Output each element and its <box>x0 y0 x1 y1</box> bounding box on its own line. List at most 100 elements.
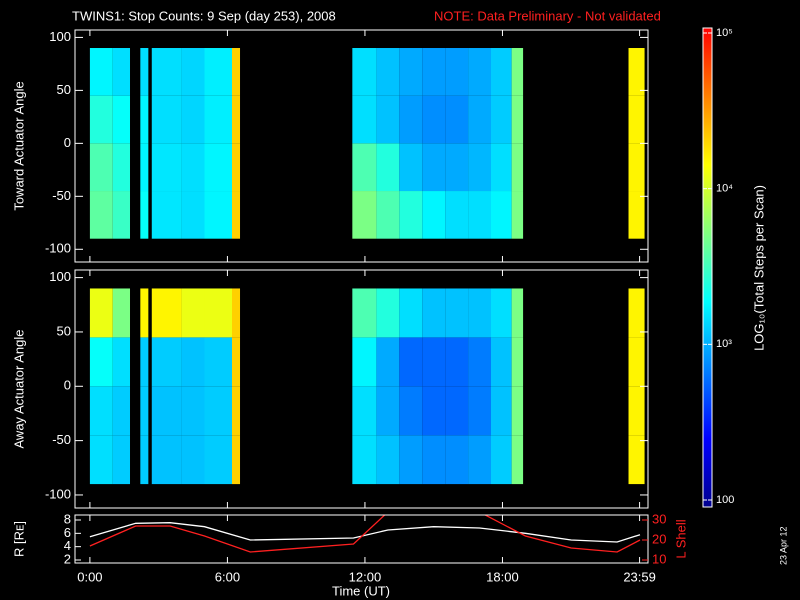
heatmap-cell <box>399 435 423 485</box>
heatmap-cell <box>628 191 645 239</box>
x-tick-label: 0:00 <box>77 569 102 584</box>
heatmap-cell <box>181 48 205 96</box>
heatmap-cell <box>445 386 469 436</box>
panel-frame <box>74 269 649 509</box>
heatmap-cell <box>399 95 423 144</box>
heatmap-cell <box>181 288 205 338</box>
heatmap-cell <box>89 48 113 96</box>
heatmap-cell <box>445 95 469 144</box>
heatmap-cell <box>468 191 491 239</box>
heatmap-cell <box>181 386 205 436</box>
heatmap-cell <box>490 143 512 192</box>
heatmap-cell <box>445 191 469 239</box>
x-tick-label: 23:59 <box>623 569 656 584</box>
y-tick-label: 4 <box>64 538 71 553</box>
y-axis-label: Toward Actuator Angle <box>11 81 26 210</box>
note: NOTE: Data Preliminary - Not validated <box>434 8 661 23</box>
heatmap-cell <box>376 191 400 239</box>
heatmap-cell <box>204 143 233 192</box>
heatmap-cell <box>376 143 400 192</box>
heatmap-cell <box>232 435 241 485</box>
x-axis-label: Time (UT) <box>332 583 390 598</box>
colorbar-tick-label: 10⁵ <box>716 27 733 39</box>
heatmap-cell <box>422 48 446 96</box>
heatmap-cell <box>376 337 400 387</box>
heatmap-cell <box>468 386 491 436</box>
heatmap-cell <box>140 386 149 436</box>
heatmap-cell <box>232 143 241 192</box>
heatmap-cell <box>490 337 512 387</box>
panel-frame <box>74 29 649 263</box>
y-tick-label: 0 <box>64 378 71 393</box>
heatmap-cell <box>399 143 423 192</box>
heatmap-cell <box>490 435 512 485</box>
heatmap-cell <box>140 143 149 192</box>
heatmap-cell <box>422 95 446 144</box>
heatmap-cell <box>422 288 446 338</box>
y2-axis-label: L Shell <box>673 519 688 558</box>
heatmap-cell <box>628 386 645 436</box>
heatmap-cell <box>181 95 205 144</box>
y-tick-label: 50 <box>57 323 71 338</box>
heatmap-cell <box>181 435 205 485</box>
heatmap-cell <box>204 191 233 239</box>
heatmap-cell <box>89 288 113 338</box>
colorbar <box>702 27 713 508</box>
heatmap-cell <box>204 48 233 96</box>
heatmap-cell <box>422 143 446 192</box>
heatmap-cell <box>181 337 205 387</box>
heatmap-cell <box>204 386 233 436</box>
heatmap-cell <box>140 435 149 485</box>
heatmap-cell <box>112 48 131 96</box>
heatmap-cell <box>511 48 524 96</box>
heatmap-cell <box>511 143 524 192</box>
heatmap-cell <box>140 95 149 144</box>
heatmap-cell <box>468 337 491 387</box>
colorbar-tick-label: 10³ <box>716 338 732 350</box>
y-tick-label: 50 <box>57 82 71 97</box>
heatmap-cell <box>490 288 512 338</box>
heatmap-cell <box>422 191 446 239</box>
heatmap-cell <box>628 288 645 338</box>
heatmap-cell <box>422 435 446 485</box>
heatmap-cell <box>352 48 377 96</box>
heatmap-cell <box>468 95 491 144</box>
chart-title: TWINS1: Stop Counts: 9 Sep (day 253), 20… <box>72 8 336 23</box>
heatmap-cell <box>151 143 182 192</box>
heatmap-cell <box>151 288 182 338</box>
heatmap-cell <box>399 48 423 96</box>
heatmap-cell <box>151 48 182 96</box>
heatmap-cell <box>628 337 645 387</box>
heatmap-cell <box>140 337 149 387</box>
heatmap-cell <box>140 288 149 338</box>
heatmap-cell <box>445 48 469 96</box>
heatmap-cell <box>445 288 469 338</box>
y-tick-label: 100 <box>49 269 71 284</box>
x-tick-label: 12:00 <box>349 569 382 584</box>
heatmap-cell <box>112 95 131 144</box>
x-tick-label: 6:00 <box>215 569 240 584</box>
heatmap-cell <box>468 288 491 338</box>
heatmap-cell <box>232 337 241 387</box>
heatmap-cell <box>490 191 512 239</box>
heatmap-cell <box>628 143 645 192</box>
heatmap-cell <box>112 386 131 436</box>
heatmap-cell <box>628 95 645 144</box>
line-group <box>89 515 641 553</box>
heatmap-cell <box>352 95 377 144</box>
heatmap-cell <box>112 288 131 338</box>
colorbar-tick-label: 100 <box>716 494 734 506</box>
heatmap-cell <box>376 288 400 338</box>
heatmap-cell <box>204 435 233 485</box>
x-tick-label: 18:00 <box>486 569 519 584</box>
heatmap-cell <box>399 337 423 387</box>
y-tick-label: -100 <box>45 241 71 256</box>
heatmap-cell <box>112 337 131 387</box>
heatmap-cell <box>468 143 491 192</box>
heatmap-cell <box>376 435 400 485</box>
y2-tick-label: 30 <box>652 511 666 526</box>
heatmap-cell <box>204 288 233 338</box>
heatmap-cell <box>511 288 524 338</box>
heatmap-cell <box>89 143 113 192</box>
